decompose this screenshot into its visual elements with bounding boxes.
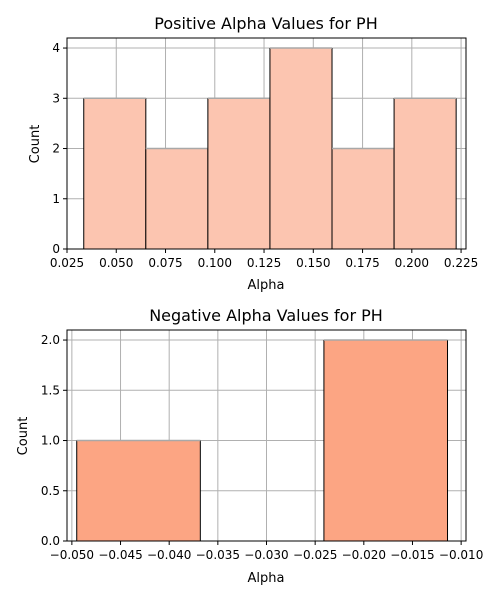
x-tick-label: −0.015 xyxy=(390,548,434,562)
x-tick-label: −0.050 xyxy=(50,548,94,562)
x-tick-label: 0.025 xyxy=(50,256,84,270)
histogram-bar xyxy=(83,98,146,250)
x-tick-label: 0.125 xyxy=(247,256,281,270)
bar-edge xyxy=(323,340,449,541)
histogram-bar xyxy=(145,148,208,249)
x-tick-label: −0.045 xyxy=(98,548,142,562)
x-tick-label: 0.150 xyxy=(296,256,330,270)
bar-edge xyxy=(393,98,457,249)
y-axis-label: Count xyxy=(28,125,43,164)
y-tick-label: 1.0 xyxy=(41,434,60,448)
x-axis-ticks: −0.050 −0.045 −0.040 −0.035 −0.030 −0.025 −0.0… xyxy=(50,541,483,562)
y-tick-label: 2.0 xyxy=(41,333,60,347)
histogram-bar xyxy=(269,48,333,249)
x-axis-label: Alpha xyxy=(248,571,285,586)
y-axis-label: Count xyxy=(16,417,31,456)
positive-alpha-histogram: Positive Alpha Values for PH 0.025 0.050 0… xyxy=(28,14,478,293)
histogram-bar xyxy=(323,340,448,541)
bars xyxy=(83,47,457,250)
x-tick-label: −0.020 xyxy=(342,548,386,562)
y-tick-label: 1 xyxy=(52,192,60,206)
y-tick-label: 3 xyxy=(52,91,60,105)
x-tick-label: −0.035 xyxy=(196,548,240,562)
axes-frame xyxy=(66,37,467,250)
x-tick-label: −0.040 xyxy=(147,548,191,562)
y-axis-ticks: 0 1 2 3 4 xyxy=(52,41,67,256)
histogram-bar xyxy=(394,98,457,250)
x-tick-label: 0.200 xyxy=(395,256,429,270)
y-tick-label: 1.5 xyxy=(41,383,60,397)
histogram-bar xyxy=(207,98,270,250)
chart-title: Negative Alpha Values for PH xyxy=(149,306,383,325)
x-tick-label: −0.025 xyxy=(293,548,337,562)
bars xyxy=(76,339,449,541)
chart-title: Positive Alpha Values for PH xyxy=(154,14,377,33)
y-tick-label: 4 xyxy=(52,41,60,55)
x-tick-label: 0.225 xyxy=(444,256,478,270)
x-tick-label: 0.175 xyxy=(345,256,379,270)
y-axis-ticks: 0.0 0.5 1.0 1.5 2.0 xyxy=(41,333,67,548)
bar-edge xyxy=(76,440,201,541)
x-tick-label: −0.010 xyxy=(439,548,483,562)
x-tick-label: −0.030 xyxy=(244,548,288,562)
histogram-bar xyxy=(332,148,395,249)
y-tick-label: 0.5 xyxy=(41,484,60,498)
x-tick-label: 0.050 xyxy=(99,256,133,270)
x-tick-label: 0.075 xyxy=(148,256,182,270)
y-tick-label: 0 xyxy=(52,242,60,256)
x-tick-label: 0.100 xyxy=(198,256,232,270)
x-axis-label: Alpha xyxy=(248,278,285,293)
y-tick-label: 2 xyxy=(52,142,60,156)
negative-alpha-histogram: Negative Alpha Values for PH −0.050 −0.04… xyxy=(16,306,483,586)
x-axis-ticks: 0.025 0.050 0.075 0.100 0.125 0.150 0.175 0.200… xyxy=(50,249,478,270)
y-tick-label: 0.0 xyxy=(41,534,60,548)
histogram-bar xyxy=(76,440,201,541)
